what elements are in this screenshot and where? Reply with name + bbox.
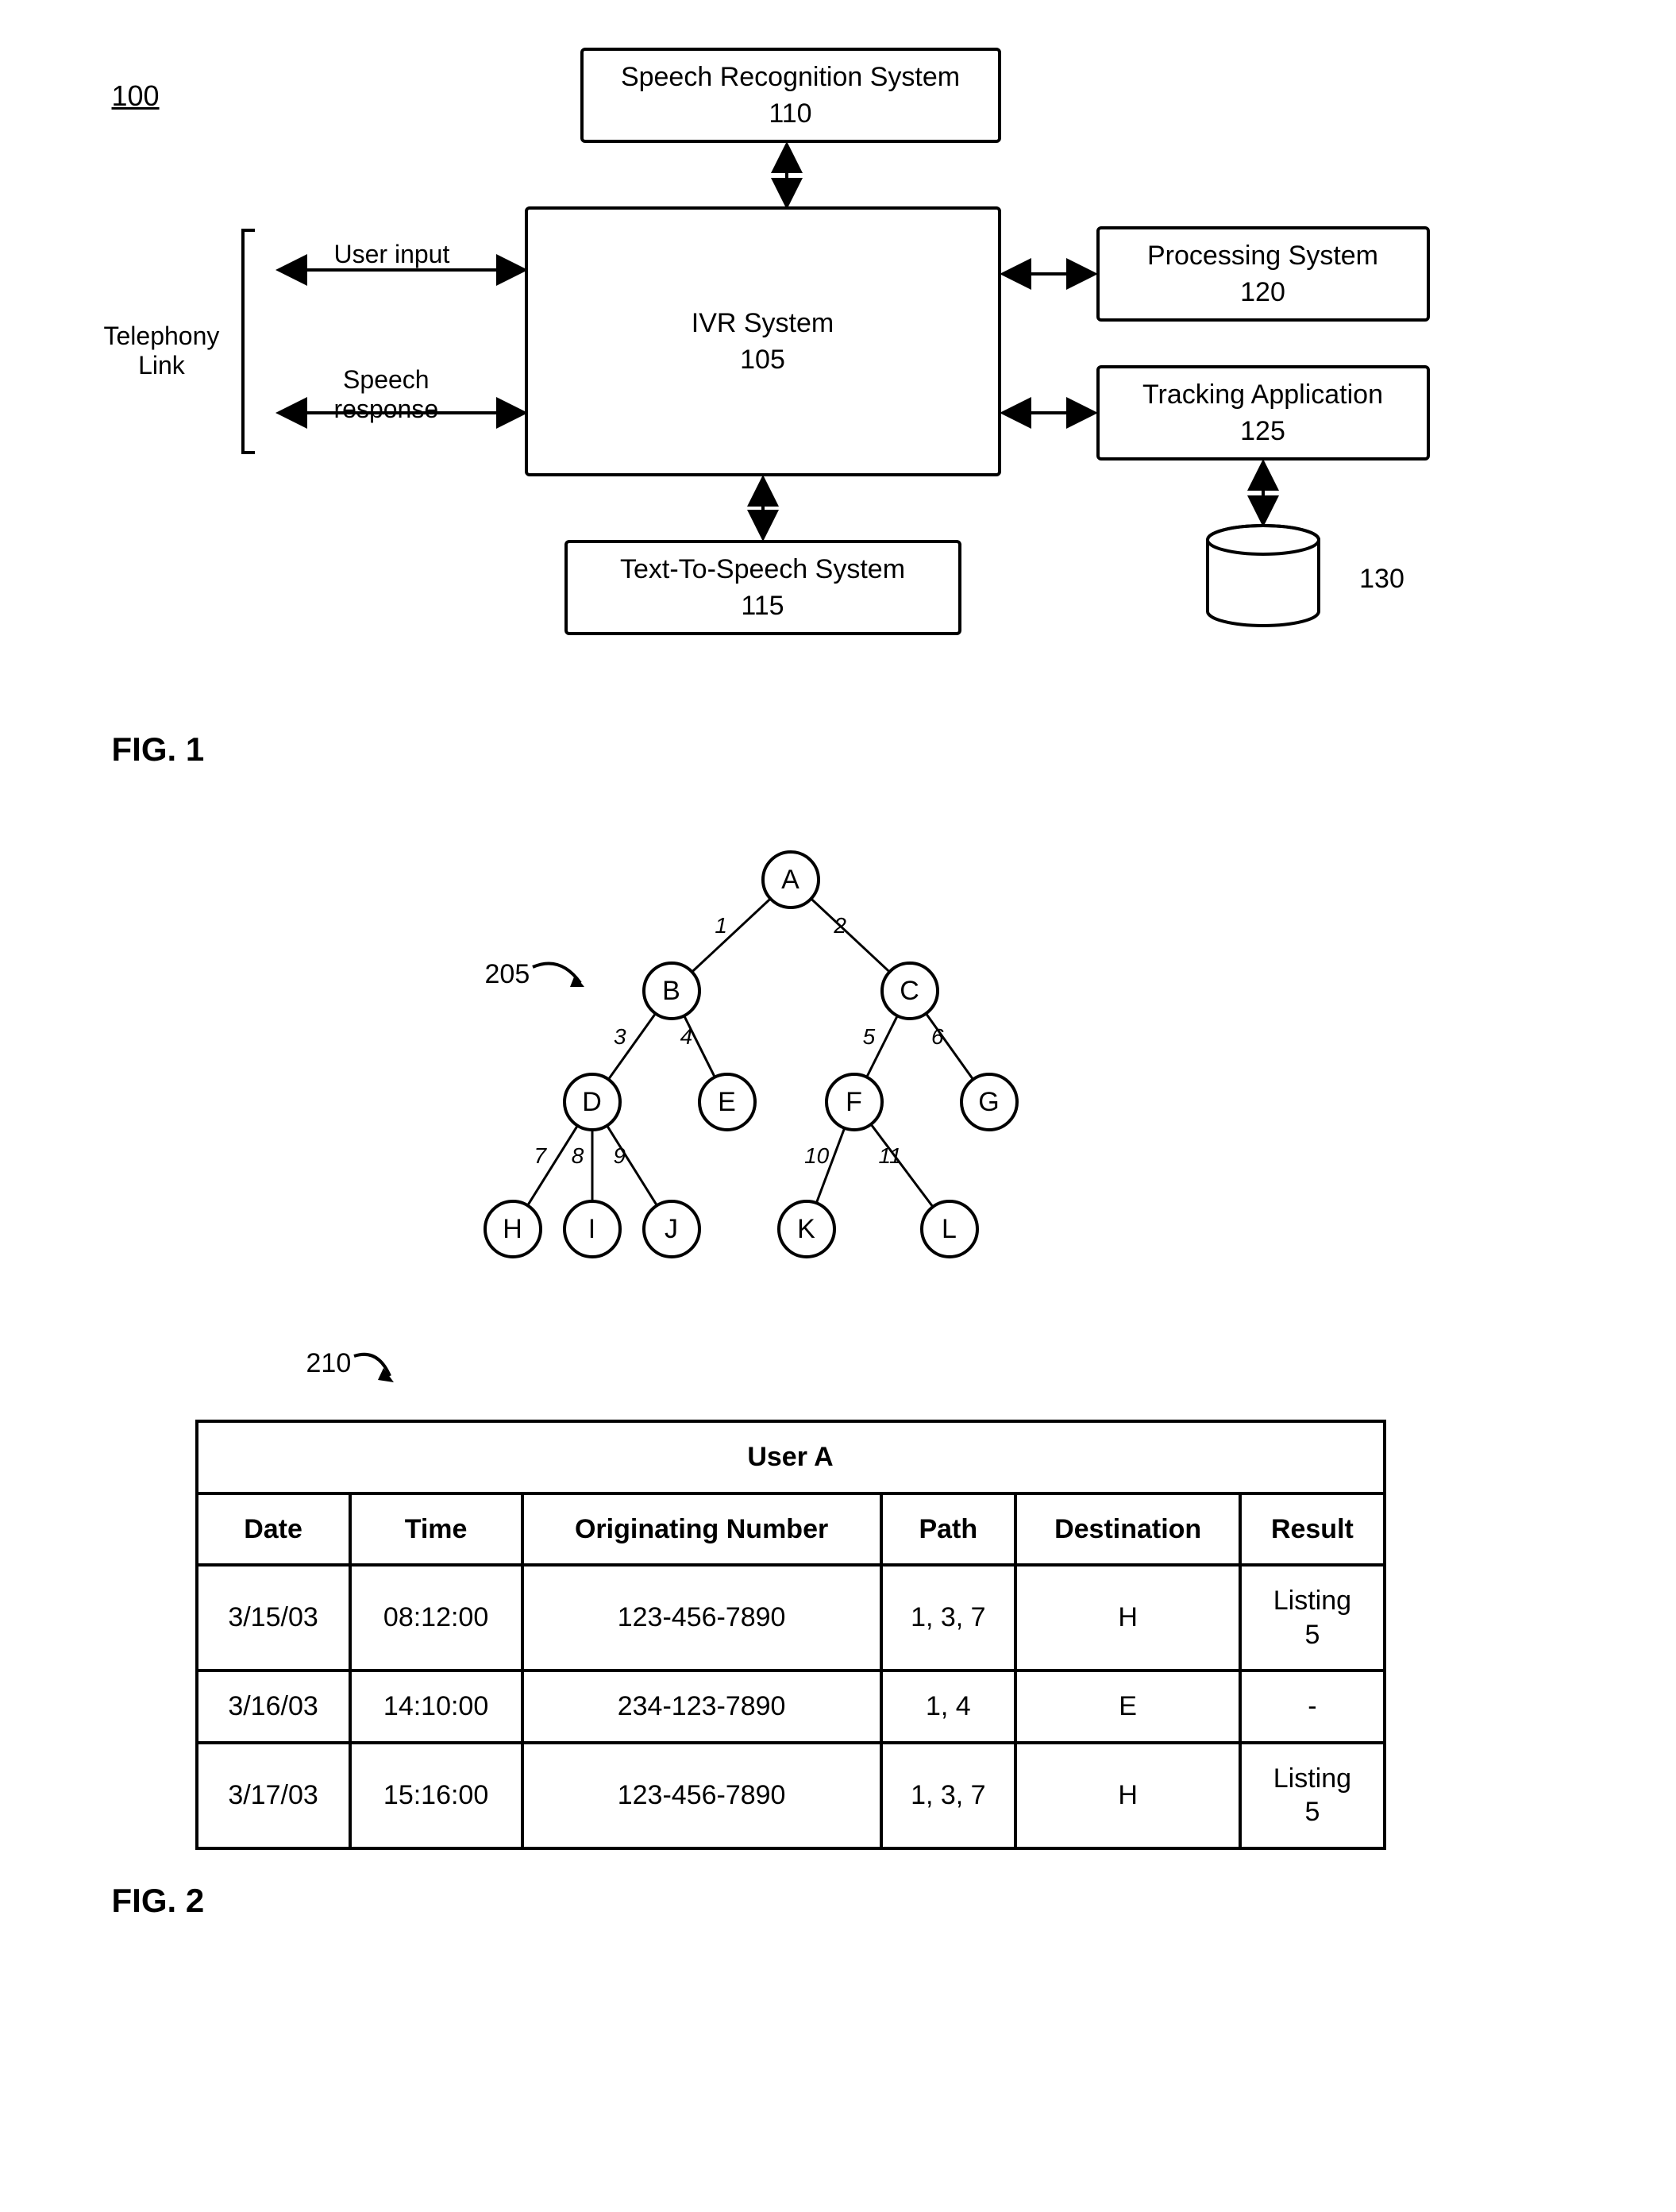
edge-label: 6 xyxy=(931,1024,944,1050)
tree-node-f: F xyxy=(825,1073,884,1131)
edge-label: 5 xyxy=(863,1024,876,1050)
edge-label: 4 xyxy=(680,1024,693,1050)
table-cell: 3/15/03 xyxy=(197,1565,350,1671)
col-header: Destination xyxy=(1015,1493,1240,1566)
tree-node-b: B xyxy=(642,961,701,1020)
tree-node-d: D xyxy=(563,1073,622,1131)
telephony-label: Telephony Link xyxy=(104,322,220,380)
edge-label: 10 xyxy=(804,1143,829,1169)
fig1-label: FIG. 1 xyxy=(112,730,1581,769)
tree: 1 2 3 4 5 6 78 9 10 11 A B C D E F G HIJ K L xyxy=(394,832,1188,1324)
table-cell: 1, 4 xyxy=(881,1671,1015,1743)
tree-node-c: C xyxy=(880,961,939,1020)
user-table: User A DateTimeOriginating NumberPathDes… xyxy=(195,1420,1386,1850)
tree-node-j: J xyxy=(642,1200,701,1258)
table-row: 3/17/0315:16:00123-456-78901, 3, 7HListi… xyxy=(197,1743,1385,1848)
table-cell: 3/17/03 xyxy=(197,1743,350,1848)
table-cell: 15:16:00 xyxy=(350,1743,522,1848)
table-cell: 3/16/03 xyxy=(197,1671,350,1743)
edge-label: 2 xyxy=(834,913,846,938)
edge-label: 8 xyxy=(572,1143,584,1169)
fig2-diagram: 1234567891011ABCDEFGHIJKL 205 210 User A… xyxy=(96,832,1485,1850)
table-cell: - xyxy=(1240,1671,1384,1743)
table-cell: Listing5 xyxy=(1240,1743,1384,1848)
table-cell: 08:12:00 xyxy=(350,1565,522,1671)
col-header: Time xyxy=(350,1493,522,1566)
speech-response-label: Speech response xyxy=(334,365,439,424)
tree-ref: 205 xyxy=(485,959,530,990)
edge-label: 3 xyxy=(614,1024,626,1050)
table-cell: H xyxy=(1015,1565,1240,1671)
table-cell: E xyxy=(1015,1671,1240,1743)
table-row: 3/15/0308:12:00123-456-78901, 3, 7HListi… xyxy=(197,1565,1385,1671)
tree-ref-arrow xyxy=(529,951,592,999)
table-cell: 123-456-7890 xyxy=(522,1565,881,1671)
table-cell: 14:10:00 xyxy=(350,1671,522,1743)
col-header: Originating Number xyxy=(522,1493,881,1566)
table-cell: 234-123-7890 xyxy=(522,1671,881,1743)
table-cell: H xyxy=(1015,1743,1240,1848)
col-header: Result xyxy=(1240,1493,1384,1566)
table-row: 3/16/0314:10:00234-123-78901, 4E- xyxy=(197,1671,1385,1743)
tree-node-a: A xyxy=(761,850,820,909)
fig2-label: FIG. 2 xyxy=(112,1882,1581,1920)
fig1-diagram: 100 Speech Recognition System 110 IVR Sy… xyxy=(96,48,1485,699)
fig1-connectors xyxy=(96,48,1485,699)
col-header: Path xyxy=(881,1493,1015,1566)
tree-node-i: I xyxy=(563,1200,622,1258)
user-input-label: User input xyxy=(334,240,450,269)
tree-node-e: E xyxy=(698,1073,757,1131)
table-title: User A xyxy=(197,1421,1385,1493)
table-ref: 210 xyxy=(306,1348,352,1379)
tree-node-g: G xyxy=(960,1073,1019,1131)
table-cell: 1, 3, 7 xyxy=(881,1565,1015,1671)
edge-label: 11 xyxy=(879,1143,902,1169)
table-cell: 1, 3, 7 xyxy=(881,1743,1015,1848)
tree-node-h: H xyxy=(484,1200,542,1258)
tree-node-l: L xyxy=(920,1200,979,1258)
table-cell: 123-456-7890 xyxy=(522,1743,881,1848)
table-cell: Listing5 xyxy=(1240,1565,1384,1671)
edge-label: 1 xyxy=(715,913,727,938)
edge-label: 7 xyxy=(534,1143,546,1169)
tree-node-k: K xyxy=(777,1200,836,1258)
col-header: Date xyxy=(197,1493,350,1566)
edge-label: 9 xyxy=(613,1143,626,1169)
table-ref-arrow xyxy=(350,1344,406,1392)
